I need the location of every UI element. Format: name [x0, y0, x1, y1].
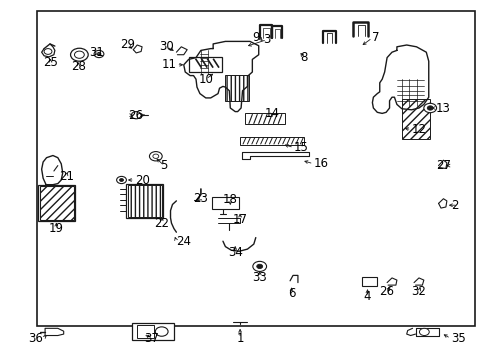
Text: 8: 8	[300, 51, 308, 64]
Text: 35: 35	[451, 332, 465, 345]
Text: 11: 11	[161, 58, 176, 71]
Circle shape	[149, 152, 162, 161]
Text: 6: 6	[288, 287, 295, 300]
Text: 32: 32	[412, 285, 426, 298]
Text: 1: 1	[236, 332, 244, 345]
Text: 16: 16	[314, 157, 329, 170]
Bar	[189, 57, 222, 72]
Circle shape	[427, 106, 433, 110]
Text: 27: 27	[436, 159, 451, 172]
Text: 12: 12	[412, 123, 427, 136]
Text: 28: 28	[71, 60, 86, 73]
Text: 19: 19	[49, 222, 64, 235]
Text: 17: 17	[233, 213, 247, 226]
Text: 25: 25	[43, 57, 58, 69]
Circle shape	[257, 264, 263, 269]
Text: 37: 37	[145, 332, 159, 345]
Circle shape	[94, 50, 104, 58]
Bar	[402, 99, 430, 139]
Text: 15: 15	[294, 141, 309, 154]
Text: 9: 9	[252, 31, 260, 44]
Bar	[40, 186, 74, 220]
Text: 14: 14	[265, 107, 279, 120]
Circle shape	[155, 327, 168, 336]
Text: 3: 3	[263, 33, 271, 46]
Text: 33: 33	[252, 271, 267, 284]
Bar	[137, 325, 154, 338]
Circle shape	[424, 103, 437, 113]
Bar	[240, 137, 304, 145]
Text: 30: 30	[159, 40, 174, 53]
Bar	[225, 75, 249, 101]
Text: 26: 26	[128, 109, 144, 122]
Text: 13: 13	[436, 102, 451, 114]
Text: 22: 22	[154, 217, 169, 230]
Bar	[38, 185, 75, 221]
Bar	[212, 197, 239, 209]
Text: 20: 20	[135, 174, 149, 186]
Bar	[245, 113, 285, 124]
Circle shape	[97, 53, 101, 55]
Text: 18: 18	[223, 193, 238, 206]
Text: 34: 34	[228, 246, 243, 258]
Bar	[132, 323, 174, 340]
Circle shape	[44, 49, 52, 54]
Circle shape	[117, 176, 126, 184]
Circle shape	[419, 328, 429, 336]
Text: 5: 5	[160, 159, 168, 172]
Circle shape	[131, 112, 141, 119]
Text: 23: 23	[194, 192, 208, 204]
Text: 7: 7	[372, 31, 380, 44]
Text: 36: 36	[28, 332, 43, 345]
Text: 29: 29	[120, 39, 135, 51]
Text: 21: 21	[59, 170, 74, 183]
Bar	[126, 184, 163, 218]
Text: 26: 26	[380, 285, 394, 298]
Text: 2: 2	[451, 199, 458, 212]
Text: 24: 24	[176, 235, 192, 248]
Bar	[37, 11, 475, 326]
Bar	[362, 277, 377, 286]
Circle shape	[71, 48, 88, 61]
Circle shape	[253, 261, 267, 271]
Text: 4: 4	[364, 291, 371, 303]
Circle shape	[120, 179, 123, 181]
Text: 31: 31	[89, 46, 104, 59]
Bar	[128, 185, 162, 217]
Text: 10: 10	[198, 73, 213, 86]
